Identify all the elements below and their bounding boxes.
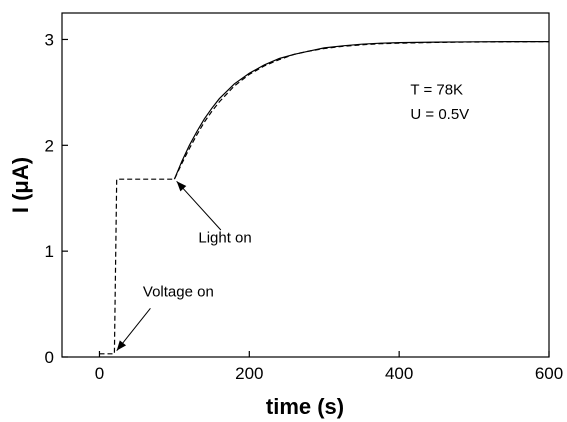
annotation-arrowhead (116, 340, 127, 351)
y-tick-label: 0 (45, 348, 54, 367)
y-axis-title: I (μA) (8, 157, 33, 213)
x-tick-label: 200 (235, 364, 263, 383)
annotation-label: Voltage on (143, 284, 214, 301)
series-group (99, 41, 550, 355)
y-tick-label: 2 (45, 136, 54, 155)
x-axis-title: time (s) (266, 394, 344, 419)
y-axis-title-unit: μA (8, 164, 33, 193)
y-axis-title-main: I ( (8, 193, 33, 213)
series-line-dashed (99, 41, 550, 355)
y-axis-title-close: ) (8, 157, 33, 164)
x-tick-label: 0 (95, 364, 104, 383)
annotation-label: U = 0.5V (410, 106, 469, 123)
x-tick-label: 600 (535, 364, 563, 383)
plot-frame (61, 12, 550, 358)
x-tick-label: 400 (385, 364, 413, 383)
plot-area (61, 12, 550, 358)
ticks: 0 200 400 600 0 1 2 3 (45, 30, 564, 383)
y-tick-label: 1 (45, 242, 54, 261)
annotation-label: Light on (198, 230, 251, 247)
annotations: T = 78K U = 0.5V Light on Voltage on (116, 82, 469, 351)
series-line-solid (173, 41, 549, 180)
y-tick-label: 3 (45, 30, 54, 49)
annotation-label: T = 78K (410, 82, 463, 99)
annotation-arrow (176, 180, 222, 231)
annotation-arrowhead (176, 181, 187, 192)
